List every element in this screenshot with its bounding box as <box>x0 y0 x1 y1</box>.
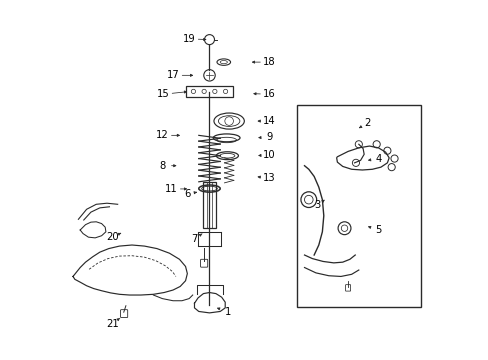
Text: 4: 4 <box>375 154 381 163</box>
Text: 16: 16 <box>263 89 275 99</box>
Text: 5: 5 <box>374 225 381 235</box>
Text: 6: 6 <box>184 189 190 199</box>
Text: 2: 2 <box>364 118 370 128</box>
Text: 21: 21 <box>106 319 119 329</box>
Text: 20: 20 <box>106 232 119 242</box>
Bar <box>203 182 216 228</box>
Text: 10: 10 <box>263 150 275 160</box>
Text: 3: 3 <box>314 200 320 210</box>
Text: 12: 12 <box>156 130 168 140</box>
Text: 15: 15 <box>156 89 169 99</box>
Text: 18: 18 <box>263 57 275 67</box>
Bar <box>297 105 421 307</box>
Text: 9: 9 <box>266 132 272 142</box>
Text: 8: 8 <box>159 161 165 171</box>
Text: 11: 11 <box>164 184 177 194</box>
Text: 17: 17 <box>166 70 179 80</box>
Text: 19: 19 <box>183 34 195 44</box>
Text: 14: 14 <box>263 116 275 126</box>
Text: 7: 7 <box>191 234 197 244</box>
Text: 1: 1 <box>225 307 231 317</box>
Text: 13: 13 <box>263 173 275 183</box>
